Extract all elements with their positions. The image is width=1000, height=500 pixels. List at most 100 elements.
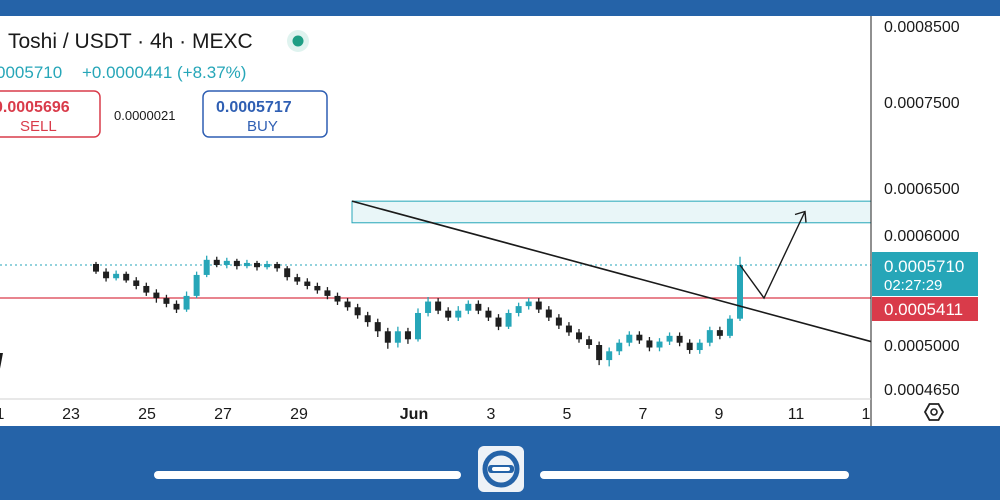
price-change: +0.0000441 (+8.37%) [82, 63, 246, 82]
candle-body [737, 265, 743, 319]
settings-icon[interactable] [923, 403, 945, 421]
candle-body [113, 273, 120, 279]
settings-icon-hexagon[interactable] [923, 403, 945, 421]
candle-body [646, 340, 653, 348]
candle-body [334, 295, 341, 302]
candle [435, 298, 442, 315]
candle-body [143, 285, 150, 293]
candle-body [525, 301, 532, 307]
candle-body [223, 260, 230, 265]
candle [415, 308, 421, 342]
x-tick-label: 23 [62, 406, 80, 423]
candle [173, 300, 180, 313]
candle-body [425, 301, 432, 313]
candle-body [565, 325, 572, 333]
candle [203, 255, 210, 278]
y-tick-label: 0.0007500 [884, 95, 960, 112]
projection-arrowhead [794, 210, 807, 223]
trendline [351, 200, 872, 343]
candle-body [233, 260, 240, 267]
buy-button[interactable]: 0.0005717 BUY [202, 90, 328, 138]
x-tick-label: 7 [639, 406, 648, 423]
candle-body [666, 335, 673, 342]
candle-body [576, 332, 582, 340]
y-tick-label: 0.0008500 [884, 19, 960, 36]
y-tick-label: 0.0004650 [884, 382, 960, 399]
candle [696, 339, 703, 354]
candle-body [545, 309, 552, 318]
x-tick-label: 9 [715, 406, 724, 423]
app-logo[interactable] [478, 446, 524, 492]
chart-panel [0, 16, 1000, 426]
candle [294, 273, 301, 285]
countdown-label: 02:27:29 [884, 277, 942, 294]
status-dot-inner-icon [292, 35, 304, 47]
candle [284, 266, 291, 281]
candle-body [404, 331, 411, 340]
candle [374, 318, 381, 337]
candle-body [183, 295, 190, 310]
level-price-label: 0.0005411 [884, 300, 963, 319]
candle-body [726, 318, 733, 336]
buy-button-box[interactable] [202, 90, 328, 138]
candle [103, 268, 110, 282]
candle [163, 294, 170, 308]
candle-body [133, 280, 140, 286]
candle-body [264, 263, 271, 268]
candle-body [384, 331, 391, 343]
settings-icon-center[interactable] [930, 408, 938, 416]
candle [525, 298, 532, 310]
sell-label: SELL [20, 118, 57, 135]
candle [726, 315, 733, 339]
candle-body [555, 317, 562, 326]
candle-body [716, 330, 723, 336]
price-readout: 0005710 [0, 63, 62, 82]
x-tick-label: 25 [138, 406, 156, 423]
candle-body [294, 277, 301, 282]
candle-body [455, 310, 462, 318]
candle [123, 271, 130, 283]
candle [636, 331, 643, 344]
candle [213, 256, 220, 268]
x-tick-label: 29 [290, 406, 308, 423]
candle [465, 300, 472, 315]
candle-body [274, 263, 281, 269]
candle-body [445, 310, 452, 318]
candle-body [213, 259, 220, 265]
candle [706, 326, 713, 347]
candle-body [535, 301, 542, 310]
candle-body [586, 339, 593, 345]
candle-body [123, 273, 130, 281]
y-tick-label: 0.0006000 [884, 228, 960, 245]
level-price-tag [872, 297, 978, 321]
candle-body [284, 268, 291, 278]
sell-button-box[interactable] [0, 90, 101, 138]
candle [666, 332, 673, 345]
candle-body [93, 263, 99, 272]
candle [93, 261, 99, 274]
candle [606, 347, 613, 367]
spread-value: 0.0000021 [114, 108, 175, 123]
candle [475, 300, 482, 315]
candle-body [656, 341, 663, 348]
candle [565, 322, 572, 336]
candle [354, 303, 361, 319]
candle [324, 287, 331, 300]
app-logo-icon [482, 450, 520, 488]
candle [223, 257, 230, 269]
candle [404, 327, 411, 344]
nav-pill-left [154, 471, 461, 479]
sell-button[interactable]: 0.0005696 SELL [0, 90, 101, 138]
candle-body [696, 342, 703, 351]
candle-body [626, 334, 633, 343]
candle [737, 256, 743, 321]
candle [264, 260, 271, 270]
candle-body [485, 310, 492, 318]
candle [686, 339, 693, 354]
candle [133, 277, 140, 290]
candle-body [676, 335, 683, 343]
x-tick-label: 1 [862, 406, 871, 423]
candle-body [515, 306, 522, 313]
candle [143, 282, 150, 296]
